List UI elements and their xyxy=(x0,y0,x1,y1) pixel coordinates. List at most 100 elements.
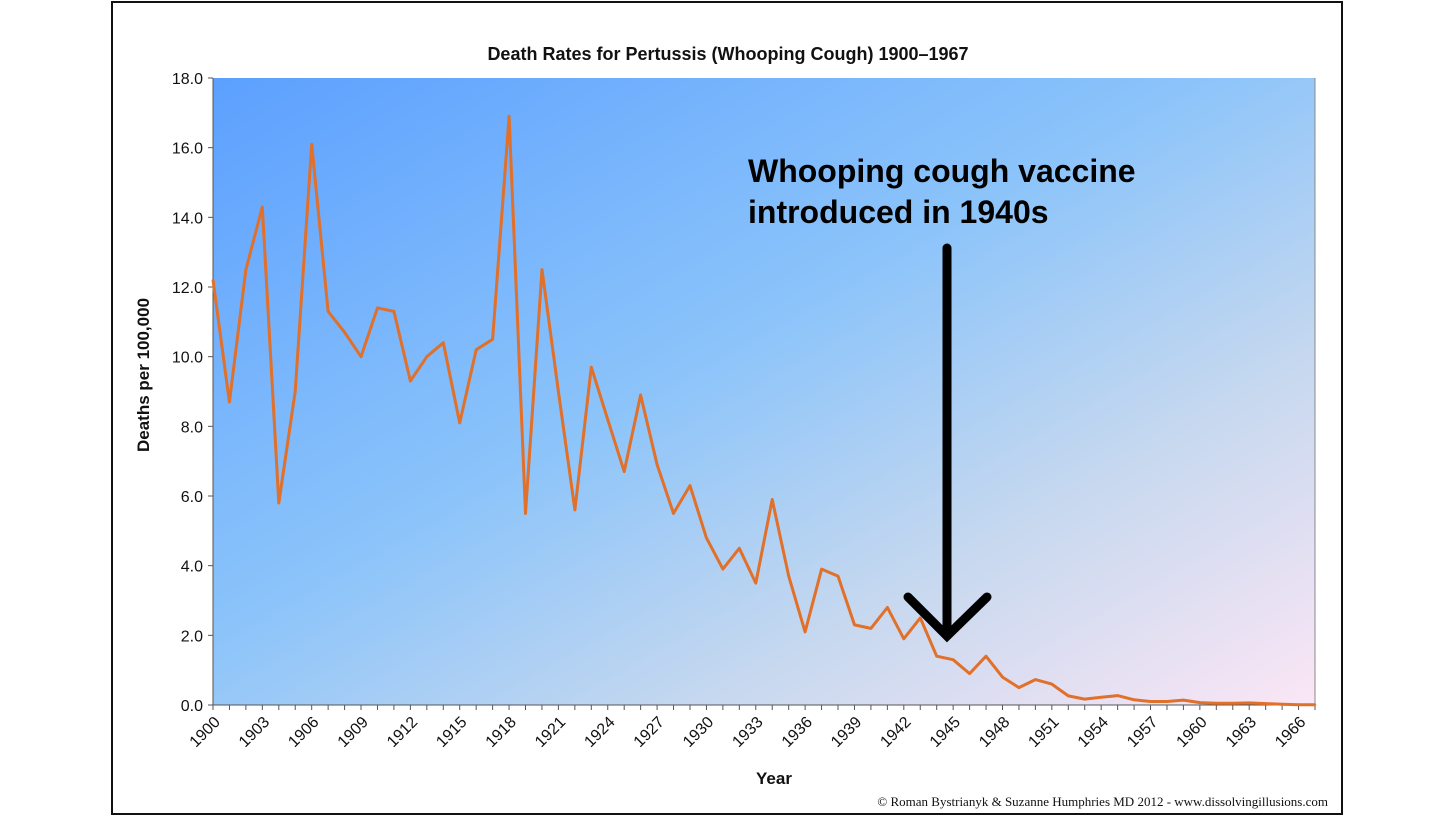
y-tick-label: 0.0 xyxy=(181,698,203,715)
data-point xyxy=(738,547,741,550)
data-point xyxy=(507,115,511,118)
data-point xyxy=(211,278,215,282)
data-point xyxy=(326,310,330,313)
x-ticks: 1900 1903 1906 1909 1912 1915 1918 1921 1924 1927… xyxy=(187,705,1316,751)
data-point xyxy=(984,655,988,658)
data-point xyxy=(1017,686,1021,689)
x-tick-label: 1960 xyxy=(1174,714,1211,751)
data-points xyxy=(211,115,1317,706)
data-point xyxy=(277,501,280,505)
data-point xyxy=(1182,698,1185,702)
data-point xyxy=(458,421,461,425)
x-tick-label: 1954 xyxy=(1075,714,1112,751)
data-point xyxy=(1116,694,1119,697)
x-tick-label: 1900 xyxy=(187,714,224,751)
data-point xyxy=(639,393,642,397)
data-point xyxy=(869,627,873,630)
data-point xyxy=(1149,700,1152,703)
data-point xyxy=(442,341,445,344)
data-point xyxy=(820,567,823,571)
y-tick-label: 8.0 xyxy=(181,419,203,436)
annotation-line-2: introduced in 1940s xyxy=(748,194,1049,230)
data-point xyxy=(836,574,840,578)
y-axis-label: Deaths per 100,000 xyxy=(134,298,153,452)
data-point xyxy=(1001,675,1004,679)
data-point xyxy=(228,400,231,404)
data-point xyxy=(573,508,577,512)
data-point xyxy=(1313,703,1317,706)
data-point xyxy=(491,338,494,341)
data-point xyxy=(606,418,609,421)
data-point xyxy=(771,498,774,501)
credit-text: © Roman Bystrianyk & Suzanne Humphries M… xyxy=(877,794,1328,809)
y-tick-label: 6.0 xyxy=(181,489,203,506)
x-tick-label: 1936 xyxy=(779,714,816,751)
x-tick-label: 1921 xyxy=(532,714,569,751)
x-tick-label: 1939 xyxy=(828,714,865,751)
annotation-arrow xyxy=(903,243,992,643)
data-point xyxy=(590,365,593,369)
data-point xyxy=(672,512,675,515)
data-point xyxy=(1280,703,1284,706)
x-tick-label: 1942 xyxy=(877,714,914,751)
data-point xyxy=(853,623,856,627)
y-tick-label: 14.0 xyxy=(172,210,203,227)
y-tick-label: 2.0 xyxy=(181,628,203,645)
data-point xyxy=(705,536,708,539)
x-tick-label: 1951 xyxy=(1025,714,1062,751)
data-point xyxy=(1198,701,1202,704)
data-point xyxy=(1231,702,1234,705)
data-point xyxy=(655,463,659,466)
data-point xyxy=(968,672,971,675)
y-tick-label: 10.0 xyxy=(172,350,203,367)
data-point xyxy=(1264,702,1267,705)
data-point xyxy=(343,331,346,334)
x-tick-label: 1963 xyxy=(1223,714,1260,751)
data-point xyxy=(376,306,379,310)
data-point xyxy=(622,470,626,473)
y-tick-label: 12.0 xyxy=(172,280,203,297)
data-point xyxy=(1165,700,1169,703)
x-tick-label: 1957 xyxy=(1124,714,1161,751)
x-tick-label: 1918 xyxy=(483,714,520,751)
x-tick-label: 1924 xyxy=(581,714,618,751)
data-point xyxy=(310,142,313,146)
plot-area xyxy=(213,78,1315,705)
x-tick-label: 1927 xyxy=(631,714,668,751)
data-point xyxy=(261,205,264,209)
data-point xyxy=(474,348,478,351)
data-point xyxy=(902,637,906,641)
data-point xyxy=(425,355,429,358)
data-point xyxy=(244,268,248,271)
data-point xyxy=(1132,698,1136,701)
data-point xyxy=(1034,678,1037,681)
x-tick-label: 1945 xyxy=(927,714,964,751)
data-point xyxy=(1215,702,1218,705)
x-tick-label: 1906 xyxy=(285,714,322,751)
y-tick-label: 18.0 xyxy=(172,71,203,88)
chart-title: Death Rates for Pertussis (Whooping Coug… xyxy=(487,44,968,64)
data-point xyxy=(919,616,922,620)
data-point xyxy=(886,606,889,609)
y-ticks: 0.0 2.0 4.0 6.0 8.0 10.0 12.0 14.0 16.0 18.0 xyxy=(172,71,213,715)
data-point xyxy=(409,379,412,383)
data-point xyxy=(1083,697,1086,701)
x-tick-label: 1930 xyxy=(680,714,717,751)
y-tick-label: 4.0 xyxy=(181,559,203,576)
data-point xyxy=(392,310,396,313)
series-line xyxy=(211,114,1315,707)
data-point xyxy=(1297,703,1300,706)
data-point xyxy=(935,655,938,658)
x-tick-label: 1912 xyxy=(384,714,421,751)
data-point xyxy=(1099,696,1103,699)
x-axis-label: Year xyxy=(756,769,792,788)
x-tick-label: 1915 xyxy=(433,714,470,751)
data-point xyxy=(540,268,544,271)
x-tick-label: 1909 xyxy=(335,714,372,751)
data-point xyxy=(524,512,527,515)
data-point xyxy=(754,581,757,585)
data-point xyxy=(1248,701,1251,705)
data-point xyxy=(1050,682,1054,686)
data-point xyxy=(787,574,790,578)
